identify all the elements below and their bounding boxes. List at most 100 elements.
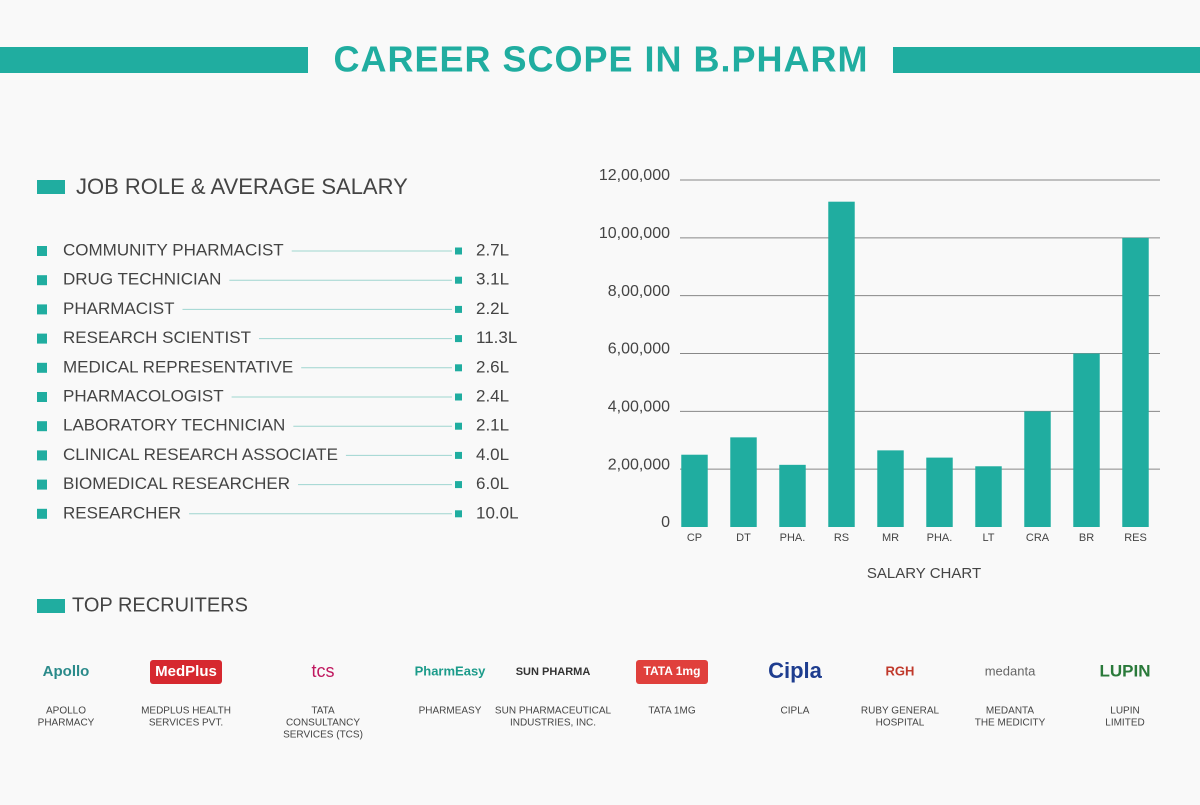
company-logo: LUPIN [1100, 661, 1151, 680]
bar [779, 464, 806, 527]
bullet [37, 246, 47, 256]
y-tick-label: 6,00,000 [608, 341, 670, 358]
x-tick-label: LT [982, 532, 994, 544]
bullet [37, 362, 47, 373]
bullet [37, 450, 47, 461]
bullet [455, 364, 462, 372]
company-name: CIPLA [781, 706, 810, 717]
bar [1024, 411, 1051, 527]
salary: 11.3L [476, 328, 517, 347]
bullet [37, 392, 47, 402]
company-name: MEDANTA [986, 706, 1034, 717]
company-logo: Cipla [768, 658, 823, 683]
company-name: RUBY GENERAL [861, 706, 940, 717]
section-title: JOB ROLE & AVERAGE SALARY [76, 174, 408, 199]
bullet [455, 305, 462, 313]
company-name: APOLLO [46, 706, 86, 717]
company-logo: RGH [886, 663, 915, 678]
x-tick-label: PHA. [780, 532, 806, 544]
company-logo: MedPlus [155, 663, 217, 680]
company-name: TATA 1MG [648, 706, 695, 717]
company-name: CONSULTANCY [286, 718, 360, 729]
bullet [455, 510, 462, 518]
job-role: CLINICAL RESEARCH ASSOCIATE [63, 445, 338, 464]
salary: 2.6L [476, 357, 509, 376]
job-role: RESEARCH SCIENTIST [63, 328, 251, 347]
salary: 4.0L [476, 445, 509, 464]
bullet [37, 275, 47, 286]
bullet [37, 479, 47, 490]
y-tick-label: 2,00,000 [608, 456, 670, 473]
y-tick-label: 10,00,000 [599, 225, 670, 242]
header-bar [893, 47, 1200, 73]
job-role: MEDICAL REPRESENTATIVE [63, 357, 293, 376]
y-tick-label: 4,00,000 [608, 399, 670, 416]
x-tick-label: MR [882, 532, 899, 544]
section-marker [37, 180, 65, 194]
bar [828, 201, 855, 527]
bar [877, 450, 904, 527]
section-title: TOP RECRUITERS [72, 594, 248, 616]
salary: 2.1L [476, 416, 509, 435]
company-name: TATA [311, 706, 335, 717]
job-role: PHARMACIST [63, 299, 174, 318]
job-role: RESEARCHER [63, 503, 181, 522]
bullet [37, 421, 47, 432]
x-axis-label: SALARY CHART [867, 565, 981, 582]
company-name: SUN PHARMACEUTICAL [495, 706, 612, 717]
bar [975, 466, 1002, 527]
x-tick-label: RS [834, 532, 849, 544]
x-tick-label: RES [1124, 532, 1147, 544]
bar [1122, 237, 1149, 528]
bullet [455, 247, 462, 255]
logo-background [636, 660, 708, 684]
bullet [37, 304, 47, 315]
x-tick-label: CP [687, 532, 702, 544]
job-role: BIOMEDICAL RESEARCHER [63, 474, 290, 493]
y-tick-label: 0 [661, 514, 670, 531]
logo-background [150, 660, 222, 684]
bullet [455, 393, 462, 401]
salary: 6.0L [476, 474, 509, 493]
bar [926, 457, 953, 527]
company-name: LIMITED [1105, 718, 1144, 729]
company-logo: PharmEasy [415, 663, 487, 678]
section-marker [37, 599, 65, 613]
bullet [37, 333, 47, 344]
company-name: PHARMEASY [419, 706, 482, 717]
bullet [455, 451, 462, 459]
bullet [455, 422, 462, 430]
bullet [455, 481, 462, 489]
x-tick-label: PHA. [927, 532, 953, 544]
x-tick-label: BR [1079, 532, 1094, 544]
salary: 2.4L [476, 386, 509, 405]
bar [1073, 353, 1100, 527]
salary: 10.0L [476, 503, 519, 522]
salary: 2.7L [476, 240, 509, 259]
bar [730, 437, 757, 527]
company-name: HOSPITAL [876, 718, 925, 729]
bullet [37, 508, 47, 519]
y-tick-label: 12,00,000 [599, 167, 670, 184]
page-title: CAREER SCOPE IN B.PHARM [333, 39, 868, 80]
company-logo: medanta [985, 663, 1036, 678]
salary: 2.2L [476, 299, 509, 318]
job-role: COMMUNITY PHARMACIST [63, 240, 284, 259]
salary: 3.1L [476, 270, 509, 289]
company-name: SERVICES (TCS) [283, 730, 363, 741]
bar [681, 454, 708, 527]
company-name: INDUSTRIES, INC. [510, 718, 596, 729]
company-name: LUPIN [1110, 706, 1139, 717]
company-name: MEDPLUS HEALTH [141, 706, 231, 717]
company-logo: tcs [311, 661, 334, 681]
company-logo: Apollo [43, 663, 90, 680]
bullet [455, 276, 462, 284]
job-role: LABORATORY TECHNICIAN [63, 416, 285, 435]
x-tick-label: CRA [1026, 532, 1050, 544]
company-name: THE MEDICITY [975, 718, 1046, 729]
job-role: PHARMACOLOGIST [63, 386, 224, 405]
job-role: DRUG TECHNICIAN [63, 270, 221, 289]
company-name: PHARMACY [38, 718, 95, 729]
company-name: SERVICES PVT. [149, 718, 223, 729]
